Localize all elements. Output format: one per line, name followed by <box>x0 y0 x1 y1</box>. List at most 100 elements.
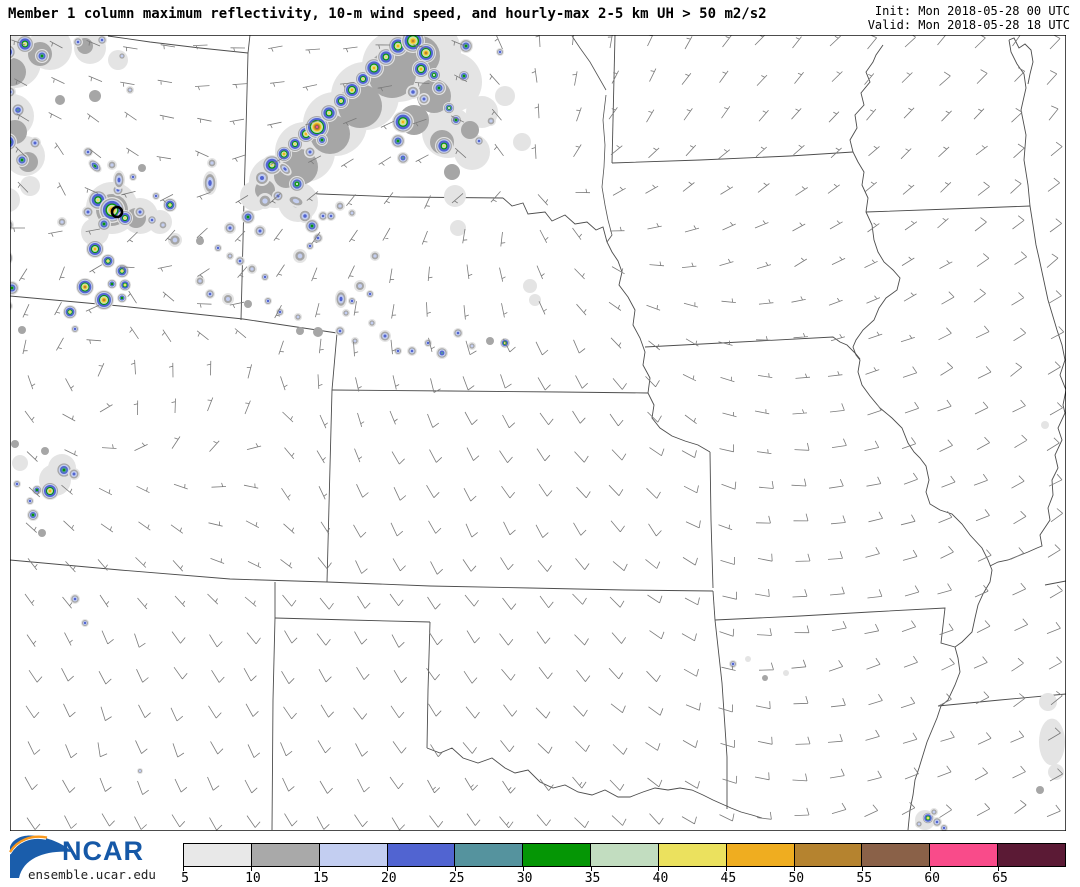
radar-echo <box>442 144 446 148</box>
radar-echo <box>361 77 365 81</box>
radar-echo <box>262 198 268 204</box>
colorbar-segment <box>657 844 726 866</box>
radar-echo <box>935 820 939 824</box>
radar-echo <box>731 662 735 666</box>
colorbar-tick <box>318 867 320 871</box>
radar-echo <box>308 150 312 154</box>
radar-echo <box>396 349 400 353</box>
map-background <box>10 35 1066 831</box>
state-border-line <box>10 559 714 592</box>
radar-echo <box>120 269 124 273</box>
colorbar-segment <box>997 844 1065 866</box>
colorbar-tick-label: 15 <box>313 871 329 886</box>
radar-echo <box>444 185 466 207</box>
radar-echo <box>350 88 354 92</box>
map-canvas <box>9 34 1067 832</box>
radar-echo <box>10 136 14 148</box>
colorbar-segment <box>250 844 319 866</box>
ncar-logo <box>8 835 72 878</box>
radar-echo <box>320 138 324 142</box>
radar-echo <box>138 164 146 172</box>
radar-echo <box>454 118 458 122</box>
radar-echo <box>486 337 494 345</box>
radar-echo <box>426 341 430 345</box>
radar-echo <box>350 299 354 303</box>
river-line <box>571 35 607 91</box>
radar-echo <box>932 810 936 814</box>
colorbar-tick <box>930 867 932 871</box>
radar-echo <box>172 237 178 243</box>
state-border-line <box>865 205 1031 213</box>
radar-echo <box>102 298 106 302</box>
state-border-line <box>712 590 716 621</box>
radar-echo <box>461 121 479 139</box>
colorbar-tick-label: 65 <box>992 871 1008 886</box>
colorbar-tick <box>590 867 592 871</box>
radar-echo <box>401 156 405 160</box>
colorbar-segment <box>793 844 862 866</box>
colorbar-tick <box>862 867 864 871</box>
radar-echo <box>208 292 212 296</box>
radar-echo <box>33 141 37 145</box>
radar-echo <box>35 488 39 492</box>
radar-echo <box>477 139 481 143</box>
colorbar-tick-label: 30 <box>516 871 533 886</box>
radar-echo <box>1041 421 1049 429</box>
radar-echo <box>745 656 751 662</box>
radar-echo <box>138 210 142 214</box>
radar-echo <box>68 310 72 314</box>
radar-echo <box>310 224 314 228</box>
radar-echo <box>110 282 114 286</box>
radar-echo <box>437 86 441 90</box>
state-border-line <box>709 451 714 589</box>
radar-echo <box>246 215 250 219</box>
radar-echo <box>40 54 44 58</box>
radar-echo <box>117 177 121 183</box>
radar-echo <box>12 455 28 471</box>
radar-echo <box>464 44 468 48</box>
radar-echo <box>16 108 20 112</box>
radar-echo <box>422 97 426 101</box>
radar-echo <box>444 164 460 180</box>
colorbar-segment <box>386 844 455 866</box>
radar-echo <box>523 279 537 293</box>
radar-echo <box>208 180 212 186</box>
state-border-line <box>989 257 1066 567</box>
radar-echo <box>31 513 35 517</box>
state-border-line <box>1008 37 1034 85</box>
radar-echo <box>513 133 531 151</box>
colorbar-segment <box>590 844 658 866</box>
radar-echo <box>18 326 26 334</box>
radar-echo <box>358 284 362 288</box>
state-border-line <box>849 44 993 831</box>
radar-echo <box>154 194 158 198</box>
radar-echo <box>150 218 154 222</box>
radar-echo <box>41 447 49 455</box>
colorbar-segment <box>725 844 794 866</box>
radar-echo <box>93 247 97 251</box>
colorbar-tick-label: 45 <box>720 871 737 886</box>
radar-echo <box>48 489 52 493</box>
radar-echo <box>73 327 77 331</box>
radar-echo <box>10 286 14 290</box>
radar-echo <box>1039 693 1057 711</box>
ncar-logo-orange-arc <box>8 835 48 853</box>
colorbar-tick-label: 5 <box>181 871 189 886</box>
colorbar-tick <box>183 867 184 871</box>
radar-echo <box>456 331 460 335</box>
state-border-line <box>611 35 616 164</box>
radar-echo <box>226 297 230 301</box>
colorbar-tick-label: 60 <box>924 871 940 886</box>
radar-echo <box>410 349 414 353</box>
radar-echo <box>83 621 87 625</box>
radar-echo <box>228 254 232 258</box>
state-border-line <box>1044 580 1066 586</box>
radar-echo <box>338 329 342 333</box>
colorbar-segment <box>522 844 591 866</box>
radar-echo <box>321 214 325 218</box>
radar-echo <box>419 67 423 71</box>
radar-echo <box>1039 718 1065 766</box>
colorbar-tick-label: 40 <box>652 871 669 886</box>
radar-echo <box>72 472 76 476</box>
radar-echoes <box>10 35 1065 831</box>
